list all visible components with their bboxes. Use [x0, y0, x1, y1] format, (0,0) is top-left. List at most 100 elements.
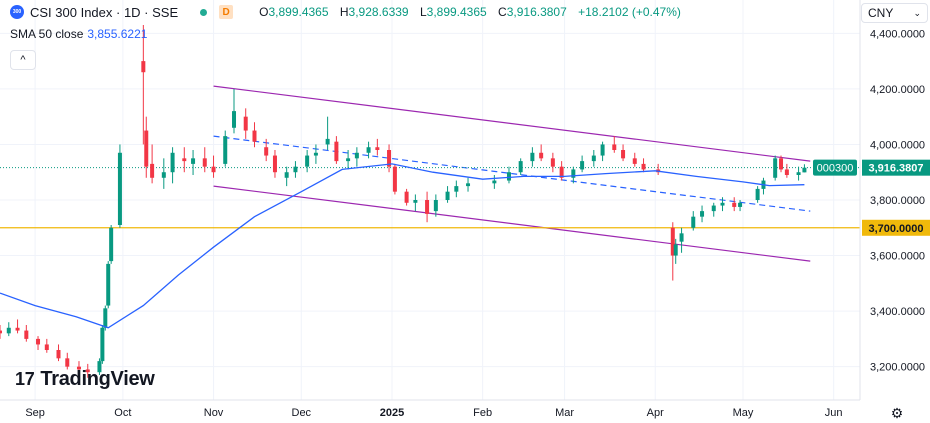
support-price-text: 3,700.0000 — [868, 223, 923, 235]
gear-icon[interactable]: ⚙ — [890, 405, 904, 421]
candle-body — [284, 172, 289, 178]
candle-body — [161, 172, 166, 178]
price-axis[interactable]: 4,400.0000 4,200.0000 4,000.0000 3,800.0000… — [859, 0, 925, 400]
high-value: 3,928.6339 — [348, 5, 409, 19]
chart-grid — [0, 0, 860, 400]
candle-body — [387, 150, 392, 167]
candle-body — [720, 202, 725, 206]
candle-body — [293, 166, 298, 173]
candle-body — [334, 141, 339, 162]
candle-body — [305, 155, 310, 167]
symbol-tag-text: 000300 — [817, 163, 854, 175]
ohlc-values: O3,899.4365 H3,928.6339 L3,899.4365 C3,9… — [259, 5, 685, 19]
candle-body — [732, 202, 737, 207]
candle-body — [454, 186, 459, 192]
candle-body — [202, 158, 207, 167]
candle-body — [0, 330, 2, 334]
candle-body — [755, 188, 760, 200]
candle-body — [404, 191, 409, 203]
price-tick-label: 4,000.0000 — [870, 139, 925, 151]
time-axis[interactable]: Sep Oct Nov Dec 2025 Feb Mar Apr May Jun — [0, 399, 860, 419]
candle-body — [466, 183, 471, 187]
candle-body — [392, 166, 397, 192]
time-tick-label: Feb — [473, 407, 492, 419]
candle-body — [15, 327, 20, 331]
collapse-legend-button[interactable]: ^ — [10, 50, 36, 70]
price-tick-label: 3,800.0000 — [870, 195, 925, 207]
sma-value: 3,855.6221 — [87, 27, 148, 41]
candle-body — [366, 147, 371, 153]
data-badge[interactable]: D — [219, 5, 234, 19]
candle-body — [6, 327, 11, 334]
candle-body — [85, 369, 90, 373]
candle-body — [106, 263, 111, 306]
candle-body — [56, 350, 61, 359]
candle-body — [375, 147, 380, 150]
time-tick-label: Sep — [25, 407, 45, 419]
channel-upper-line — [213, 85, 811, 162]
candle-body — [773, 158, 778, 178]
candle-body — [539, 152, 544, 159]
market-status-icon — [200, 8, 208, 16]
close-label: C — [498, 5, 507, 19]
currency-label: CNY — [868, 6, 894, 20]
price-tick-label: 4,400.0000 — [870, 28, 925, 40]
candle-body — [24, 330, 29, 339]
candle-body — [779, 158, 784, 170]
candle-body — [559, 166, 564, 178]
open-label: O — [259, 5, 269, 19]
candle-body — [700, 211, 705, 217]
candle-body — [711, 205, 716, 212]
candle-body — [518, 161, 523, 173]
candle-body — [264, 147, 269, 156]
symbol-logo-icon: 300 — [10, 5, 24, 19]
candle-body — [738, 202, 743, 207]
symbol-price-tag — [813, 159, 857, 176]
candle-body — [252, 130, 257, 142]
last-price-text: 3,916.3807 — [868, 163, 923, 175]
candle-body — [591, 155, 596, 162]
candle-body — [100, 327, 105, 362]
sma-legend[interactable]: SMA 50 close 3,855.6221 — [10, 27, 147, 41]
time-tick-label: Oct — [114, 407, 131, 419]
tradingview-wordmark: TradingView — [40, 368, 155, 390]
open-value: 3,899.4365 — [268, 5, 329, 19]
sma-line — [0, 163, 805, 329]
candle-body — [243, 116, 248, 131]
candle-body — [673, 244, 678, 256]
channel-lower-line — [213, 185, 811, 262]
change-value: +18.2102 (+0.47%) — [578, 5, 681, 19]
time-tick-label: Dec — [292, 407, 312, 419]
chevron-up-icon: ^ — [20, 54, 26, 66]
candle-body — [445, 191, 450, 200]
candle-body — [223, 136, 228, 164]
candle-body — [492, 180, 497, 184]
candles — [0, 25, 807, 378]
candle-body — [211, 166, 216, 173]
candle-body — [182, 158, 187, 162]
chart-drawings — [0, 85, 860, 262]
candle-body — [670, 227, 675, 256]
symbol-title[interactable]: CSI 300 Index · 1D · SSE — [30, 4, 179, 20]
candle-body — [191, 158, 196, 164]
chevron-down-icon: ⌄ — [913, 7, 921, 18]
time-tick-label: Nov — [204, 407, 224, 419]
high-label: H — [339, 5, 349, 19]
candle-body — [109, 227, 114, 262]
candle-body — [784, 169, 789, 175]
candle-body — [612, 144, 617, 150]
tradingview-mark-icon: 17 — [15, 369, 35, 389]
candle-body — [796, 172, 801, 175]
candle-body — [632, 158, 637, 164]
time-tick-label: May — [733, 407, 754, 419]
candle-body — [580, 161, 585, 170]
currency-select[interactable]: CNY ⌄ — [861, 3, 928, 23]
candle-body — [425, 200, 430, 214]
candle-body — [313, 152, 318, 156]
candle-body — [530, 152, 535, 162]
time-tick-label: Apr — [647, 407, 664, 419]
price-tick-label: 3,400.0000 — [870, 306, 925, 318]
candle-body — [36, 338, 41, 345]
low-value: 3,899.4365 — [426, 5, 487, 19]
